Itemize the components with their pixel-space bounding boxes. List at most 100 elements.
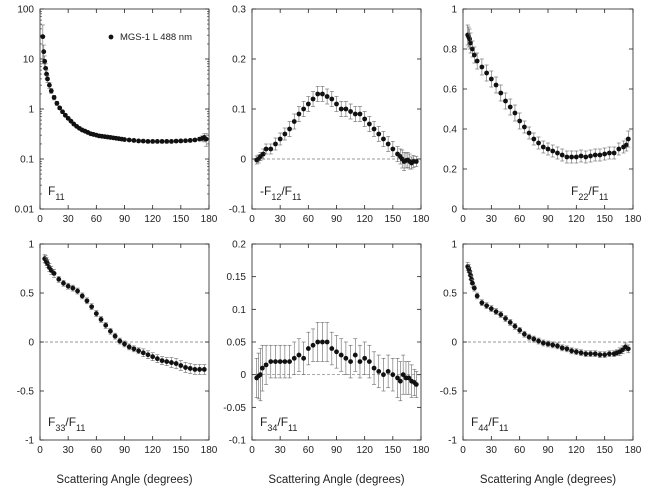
data-point: [471, 52, 477, 58]
data-point: [376, 131, 382, 137]
data-point: [352, 352, 358, 358]
panel-label: F11: [48, 184, 65, 202]
data-point: [526, 130, 532, 136]
x-tick-label: 0: [37, 214, 43, 225]
data-point: [122, 137, 127, 142]
data-point: [498, 90, 504, 96]
y-tick-label: 0: [240, 155, 246, 166]
data-point: [108, 328, 113, 334]
y-tick-label: -1: [25, 436, 34, 447]
data-point: [169, 138, 174, 144]
y-tick-label: 1: [451, 240, 457, 251]
data-point: [376, 369, 382, 374]
data-point: [263, 362, 269, 368]
data-point: [348, 109, 353, 114]
data-point: [131, 346, 137, 352]
data-point: [169, 360, 174, 365]
x-tick-label: 90: [331, 445, 343, 456]
chart-panel-1: 0 30 60 90 120 150 180 0.01 0.1 1 10 100 F11: [15, 5, 218, 226]
data-point: [498, 312, 504, 317]
data-point: [145, 352, 151, 358]
x-tick-label: 120: [568, 214, 585, 225]
data-point: [273, 141, 278, 147]
data-point: [397, 378, 403, 384]
x-tick-label: 120: [356, 214, 373, 225]
data-point: [564, 346, 570, 352]
y-tick-label: -0.1: [229, 205, 247, 216]
data-point: [371, 365, 377, 371]
data-point: [164, 138, 170, 144]
data-point: [531, 336, 537, 342]
y-tick-label: -1: [448, 436, 457, 447]
data-point: [400, 372, 406, 378]
data-point: [136, 348, 141, 354]
x-tick-label: 180: [413, 214, 430, 225]
data-point: [140, 350, 146, 356]
data-point: [62, 112, 68, 118]
x-axis-title: Scattering Angle (degrees): [56, 474, 192, 486]
data-point: [555, 150, 560, 156]
x-tick-label: 180: [201, 214, 218, 225]
y-tick-label: 0.8: [443, 45, 457, 56]
data-point: [611, 150, 617, 156]
data-point: [334, 349, 339, 355]
x-tick-label: 180: [625, 214, 642, 225]
x-tick-label: 0: [37, 445, 43, 456]
data-point: [550, 342, 556, 348]
data-point: [531, 136, 537, 142]
data-point: [268, 146, 274, 152]
data-point: [493, 309, 499, 315]
x-tick-label: 30: [486, 445, 498, 456]
data-point: [606, 150, 612, 156]
plot-frame: [462, 8, 634, 210]
x-tick-label: 150: [384, 214, 401, 225]
panel-label: F33/F11: [48, 415, 85, 433]
data-point: [154, 138, 160, 144]
data-point: [112, 333, 118, 339]
x-tick-label: 180: [201, 445, 218, 456]
data-point: [324, 339, 330, 345]
data-point: [183, 365, 188, 370]
data-point: [413, 159, 419, 164]
data-point: [545, 146, 551, 152]
data-point: [44, 71, 49, 77]
data-point: [98, 317, 104, 322]
data-point: [625, 136, 631, 142]
data-point: [46, 82, 52, 88]
data-point: [536, 338, 541, 344]
data-point: [126, 137, 132, 143]
data-point: [178, 138, 184, 144]
data-point: [406, 375, 412, 381]
data-point: [51, 271, 57, 276]
data-point: [334, 101, 339, 107]
data-point: [126, 344, 132, 350]
data-point: [164, 359, 170, 364]
data-point: [159, 138, 165, 144]
y-tick-label: 0: [451, 205, 457, 216]
data-point: [89, 304, 95, 310]
y-tick-label: 0.5: [443, 289, 457, 300]
data-point: [578, 350, 584, 356]
y-tick-label: 0.6: [443, 85, 457, 96]
x-axis-title: Scattering Angle (degrees): [480, 474, 616, 486]
data-point: [273, 359, 278, 364]
x-tick-label: 60: [91, 445, 103, 456]
x-tick-label: 90: [119, 214, 131, 225]
data-point: [493, 82, 499, 88]
data-point: [597, 352, 603, 358]
data-point: [606, 351, 612, 357]
data-point: [468, 40, 473, 46]
data-point: [42, 58, 48, 64]
data-point: [507, 104, 513, 110]
data-point: [260, 151, 266, 157]
y-tick-label: -0.1: [229, 436, 247, 447]
data-point: [277, 359, 283, 364]
x-tick-label: 90: [331, 214, 343, 225]
panel-label: -F12/F11: [260, 184, 301, 202]
data-point: [583, 154, 589, 160]
data-point: [315, 339, 321, 345]
y-tick-label: 0.2: [232, 240, 246, 251]
data-point: [122, 341, 127, 347]
data-point: [540, 340, 546, 346]
data-point: [145, 138, 151, 144]
